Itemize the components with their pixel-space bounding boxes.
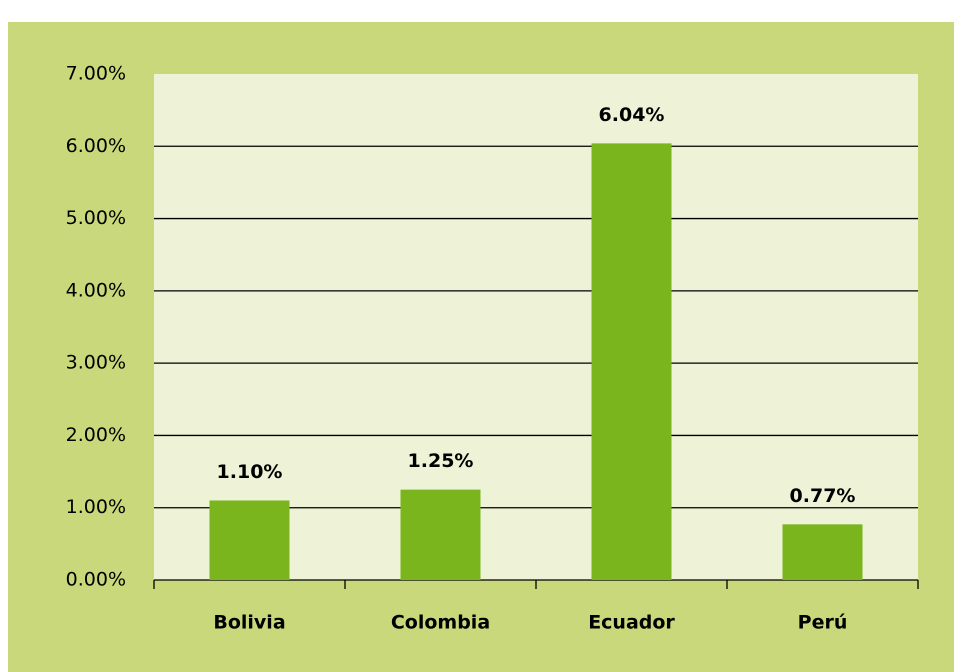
y-tick-label: 3.00% (66, 352, 126, 374)
data-label: 0.77% (790, 485, 856, 507)
y-tick-label: 1.00% (66, 496, 126, 518)
x-tick-label: Ecuador (588, 612, 675, 634)
bar (209, 500, 290, 580)
bar (591, 143, 672, 580)
data-label: 1.25% (408, 450, 474, 472)
y-tick-label: 0.00% (66, 569, 126, 591)
x-tick-label: Perú (798, 612, 848, 634)
y-tick-label: 5.00% (66, 207, 126, 229)
plot-area (154, 74, 918, 580)
x-tick-label: Colombia (391, 612, 490, 634)
bar (400, 489, 481, 580)
x-tick-label: Bolivia (213, 612, 285, 634)
y-tick-label: 6.00% (66, 135, 126, 157)
y-tick-label: 2.00% (66, 424, 126, 446)
data-label: 1.10% (217, 461, 283, 483)
data-label: 6.04% (599, 104, 665, 126)
y-tick-label: 4.00% (66, 279, 126, 301)
y-tick-label: 7.00% (66, 63, 126, 85)
bar (782, 524, 863, 580)
